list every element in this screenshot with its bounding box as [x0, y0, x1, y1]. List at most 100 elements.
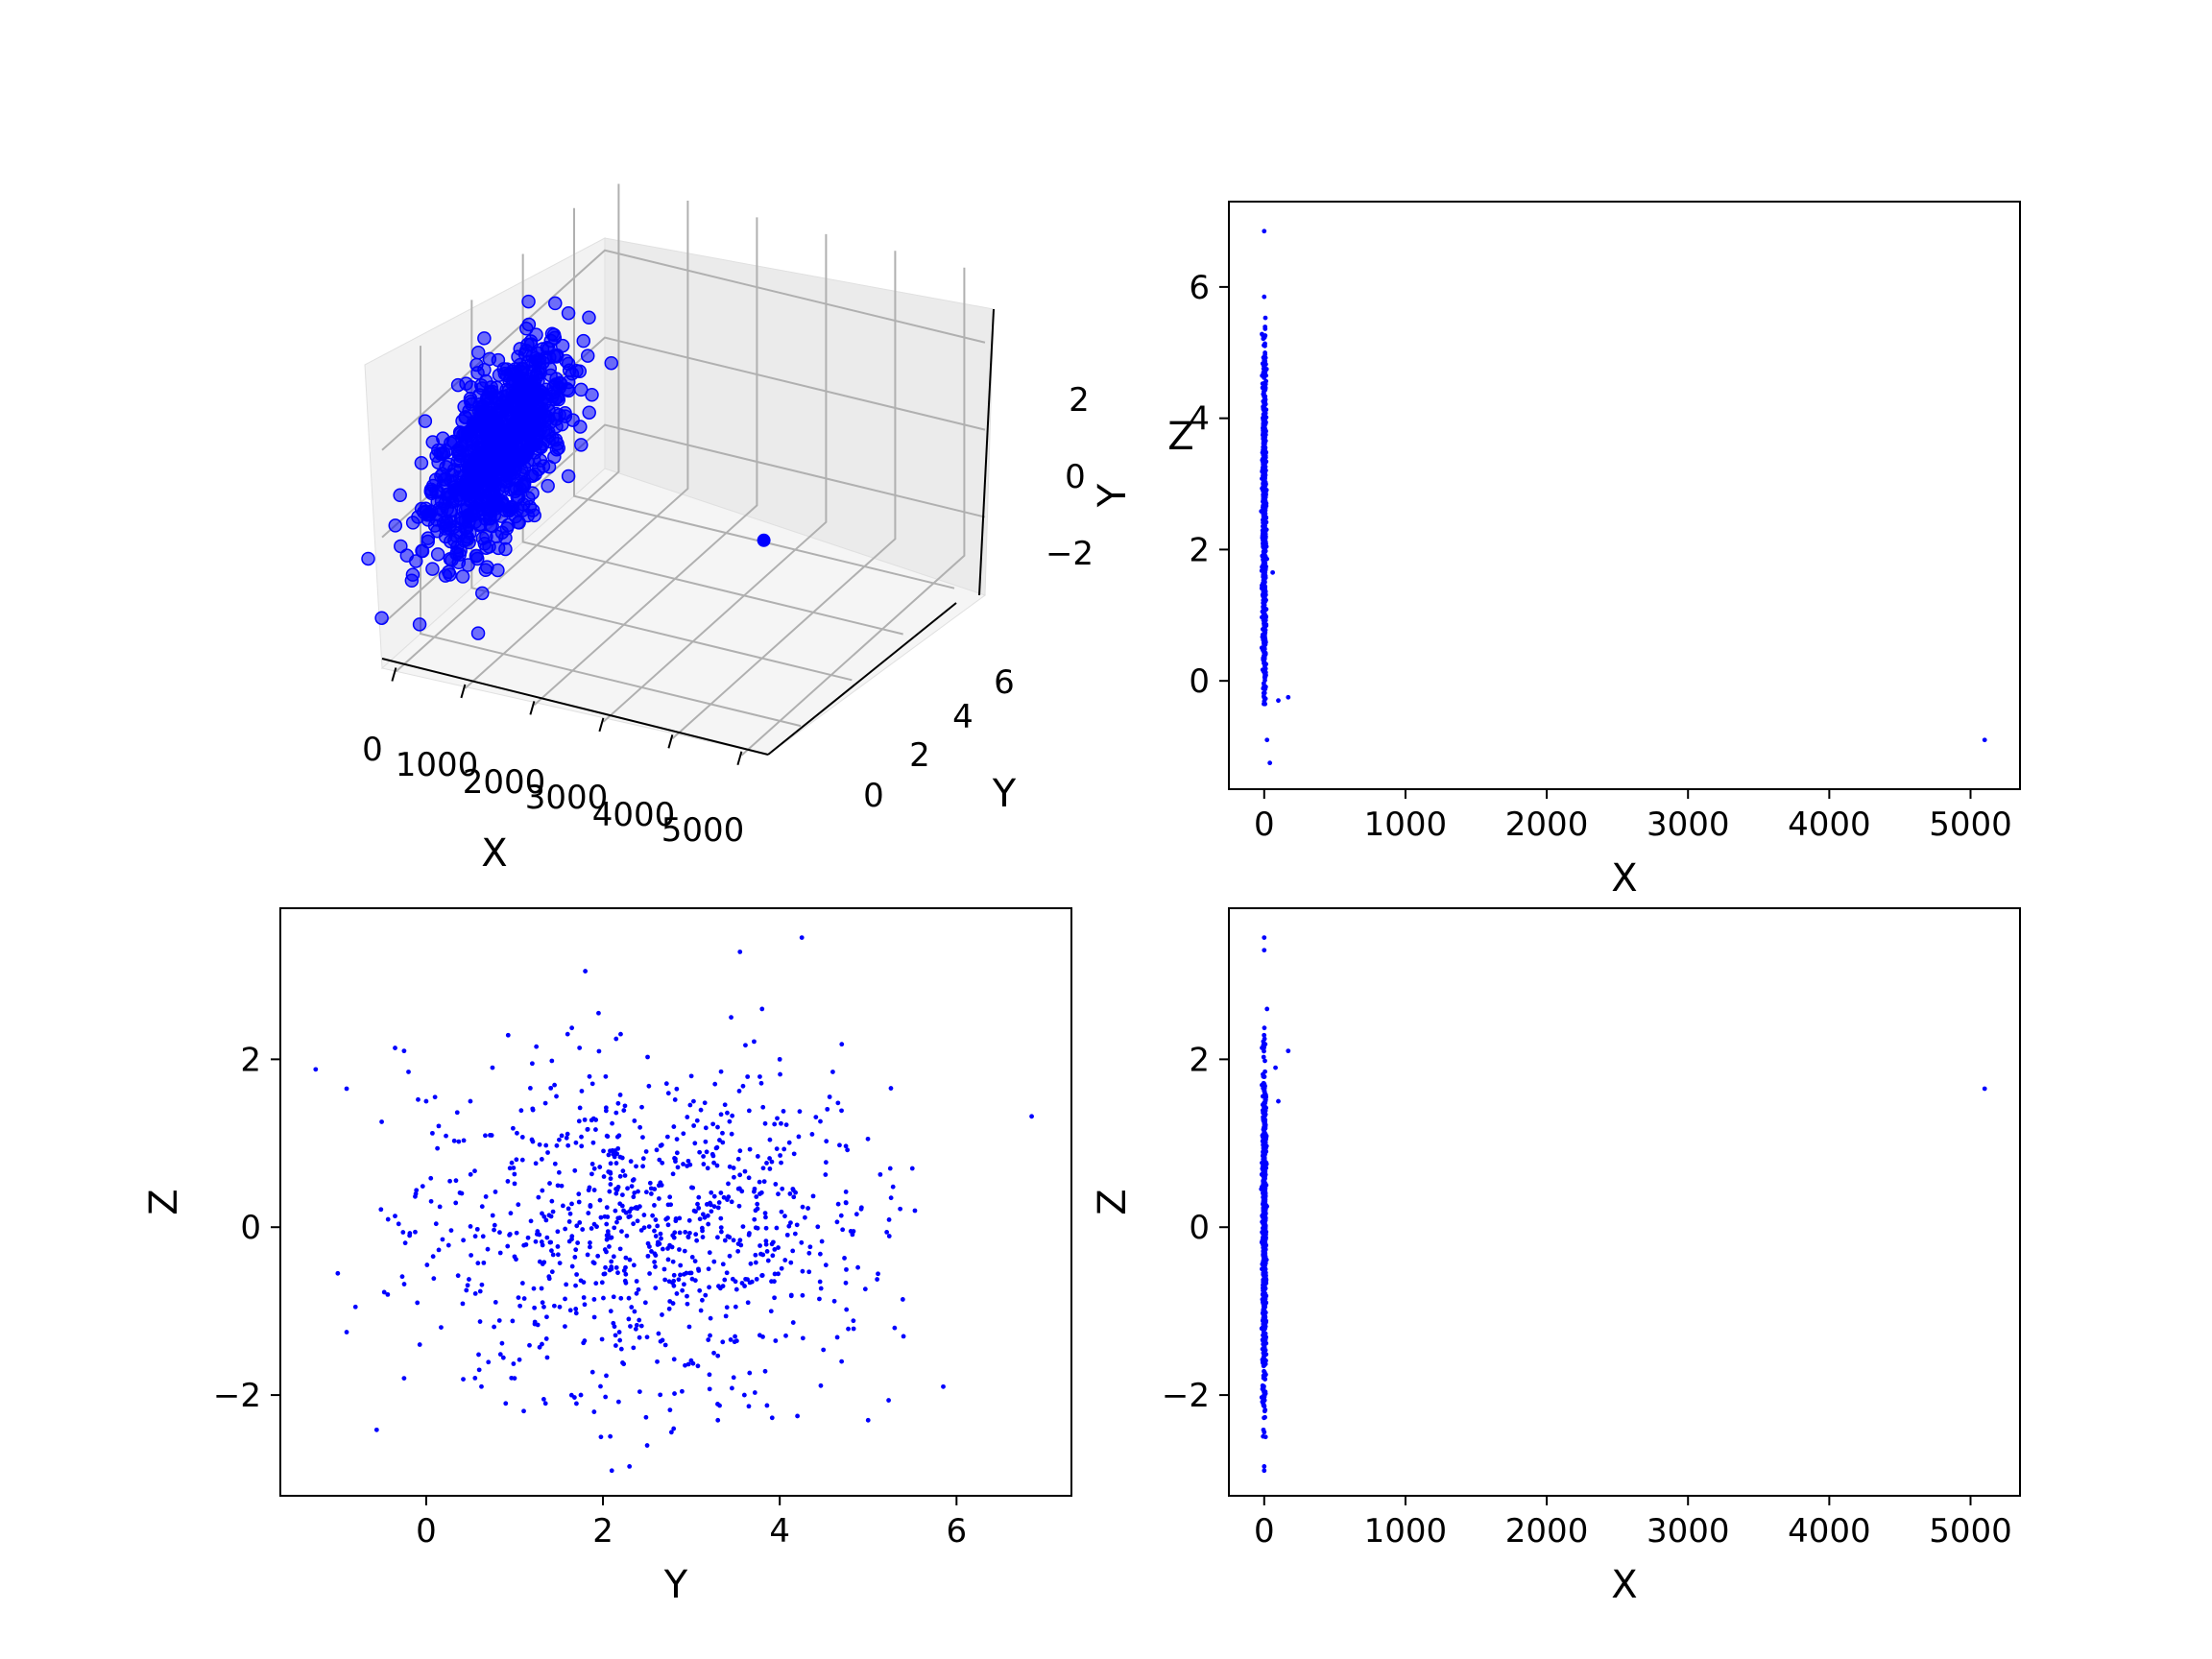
data-point [556, 1137, 562, 1142]
x-tick-label: 3000 [1647, 1512, 1730, 1551]
data-point [453, 1200, 459, 1206]
data-point [608, 1433, 613, 1439]
data-point [827, 1094, 832, 1099]
data-point [753, 1252, 758, 1258]
data-point [555, 1183, 561, 1189]
y-tick-label: 2 [1189, 531, 1210, 569]
data-point [456, 1139, 462, 1144]
data-point [834, 1219, 840, 1225]
data-point [569, 1201, 574, 1207]
data-point [1261, 1279, 1266, 1285]
data-point [1261, 1329, 1266, 1334]
y3d-tick-4: 4 [952, 698, 974, 736]
data-point [635, 1218, 640, 1224]
data-point [823, 1160, 829, 1166]
data-point [550, 1252, 556, 1258]
data-point [588, 1244, 592, 1250]
data-point [454, 516, 469, 530]
data-point [455, 569, 470, 584]
data-point [482, 351, 497, 367]
data-point [1263, 1352, 1269, 1358]
data-point [658, 1180, 663, 1186]
data-point [436, 1247, 442, 1253]
data-point [469, 548, 484, 564]
data-point [696, 1266, 701, 1272]
data-point [428, 1198, 434, 1204]
data-point [637, 1204, 642, 1210]
data-point [636, 1286, 641, 1292]
data-point [747, 1370, 753, 1376]
data-point [512, 404, 527, 420]
data-point [711, 1160, 716, 1166]
data-point [467, 1277, 471, 1282]
x-tick-label: 6 [946, 1512, 967, 1551]
data-point [682, 1282, 686, 1287]
data-point [1262, 520, 1267, 526]
data-point [753, 1225, 758, 1231]
data-point [641, 1213, 647, 1217]
data-point [578, 1392, 584, 1398]
data-point [730, 1385, 734, 1391]
data-point [399, 548, 415, 563]
data-point [455, 1273, 461, 1279]
data-point [591, 1297, 597, 1302]
data-point [615, 1270, 620, 1276]
data-point [399, 1274, 405, 1280]
data-point [378, 1207, 384, 1213]
data-point [556, 1169, 562, 1175]
grid-line [533, 217, 758, 707]
data-point [797, 1109, 803, 1115]
data-point [623, 1271, 629, 1277]
data-point [541, 1396, 546, 1402]
data-point [541, 478, 555, 493]
data-point [718, 1069, 724, 1074]
data-point [772, 1121, 778, 1127]
data-point [710, 1121, 716, 1127]
data-point [611, 1151, 616, 1157]
data-point [851, 1229, 856, 1234]
grid-line [602, 233, 828, 723]
data-point [810, 1193, 816, 1199]
data-point [484, 380, 498, 395]
data-point [660, 1246, 665, 1252]
scatter-xy-axes: 0 1000 2000 3000 4000 5000 0 2 4 6 X Y [1091, 201, 2021, 901]
data-point [776, 1245, 781, 1250]
data-point [632, 1190, 637, 1195]
data-point [653, 1217, 659, 1222]
data-point [595, 1253, 601, 1259]
data-point [865, 1136, 871, 1142]
data-point [1262, 424, 1267, 429]
data-point [1262, 1108, 1267, 1114]
grid-line [420, 346, 802, 728]
data-point [563, 1324, 567, 1329]
data-point [665, 1202, 671, 1208]
data-point [1260, 1399, 1265, 1405]
data-point [807, 1244, 813, 1250]
data-point [670, 1259, 676, 1264]
data-point [685, 1164, 690, 1168]
data-point [653, 1286, 659, 1290]
data-point [514, 1230, 519, 1236]
data-point [516, 1295, 521, 1301]
data-point [588, 1204, 593, 1209]
data-point [639, 1104, 644, 1110]
data-point [1262, 1134, 1268, 1140]
y3d-label: Y [992, 772, 1017, 816]
data-point [736, 1203, 742, 1209]
data-point [1262, 1120, 1267, 1126]
data-point [629, 1184, 635, 1189]
data-point [769, 1415, 775, 1421]
data-point [685, 1301, 690, 1307]
data-point [1262, 660, 1267, 665]
data-point [1261, 1301, 1266, 1307]
data-point [783, 1333, 788, 1338]
y-tick-label: 6 [1189, 269, 1210, 307]
x-axis-label: X [1611, 856, 1637, 901]
data-point [548, 1085, 554, 1091]
data-point [901, 1334, 906, 1339]
data-point [611, 1294, 616, 1300]
data-point [1261, 1383, 1266, 1389]
data-point [608, 1235, 613, 1240]
data-point [1262, 653, 1266, 659]
